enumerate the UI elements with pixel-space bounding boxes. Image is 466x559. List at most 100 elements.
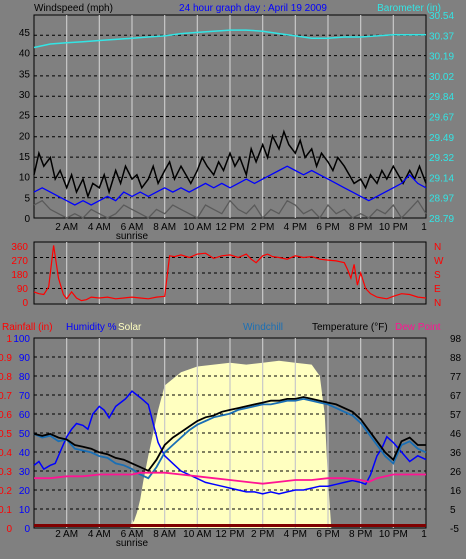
temperature-grid xyxy=(34,338,426,528)
temperature-left-ticks: 10.90.80.70.60.50.40.30.20.1010090807060… xyxy=(0,334,30,535)
wind-right-tick-label: 30.02 xyxy=(429,72,454,83)
barometer-axis-title: Barometer (in) xyxy=(377,3,441,14)
legend-humidity: Humidity % xyxy=(66,322,117,333)
wind-hour-label: 8 AM xyxy=(153,222,176,233)
direction-line xyxy=(33,245,427,302)
temperature-right-tick-label: -5 xyxy=(450,524,459,535)
wind-right-tick-label: 30.37 xyxy=(429,31,454,42)
temperature-hour-label: 6 AM xyxy=(121,529,144,540)
temperature-right-ticks: 98 88 77 67 57 46 36 26 16 5 -5 xyxy=(450,334,462,535)
humidity-left-tick-label: 30 xyxy=(19,467,31,478)
rain-left-tick-label: 0.1 xyxy=(0,505,12,516)
rain-left-tick-label: 0.4 xyxy=(0,448,12,459)
temperature-sunrise-label: sunrise xyxy=(116,538,149,549)
wind-grid xyxy=(34,15,426,218)
wind-right-tick-label: 30.54 xyxy=(429,11,454,22)
wind-left-tick-label: 15 xyxy=(19,152,31,163)
wind-right-tick-label: 28.97 xyxy=(429,194,454,205)
wind-axis-title: Windspeed (mph) xyxy=(34,3,113,14)
rain-left-tick-label: 0.7 xyxy=(0,391,12,402)
humidity-left-tick-label: 50 xyxy=(19,429,31,440)
gust-line xyxy=(33,129,427,199)
wind-right-tick-label: 28.79 xyxy=(429,214,454,225)
direction-right-tick-label: S xyxy=(434,270,441,281)
wind-right-tick-label: 29.84 xyxy=(429,92,454,103)
rain-left-tick-label: 0.9 xyxy=(0,353,12,364)
wind-hour-label: 8 PM xyxy=(349,222,372,233)
humidity-line xyxy=(33,390,427,495)
wind-hour-label: 4 AM xyxy=(88,222,111,233)
humidity-left-tick-label: 70 xyxy=(19,391,31,402)
humidity-left-tick-label: 60 xyxy=(19,410,31,421)
wind-left-tick-label: 45 xyxy=(19,28,31,39)
temperature-right-tick-label: 5 xyxy=(450,505,456,516)
wind-series xyxy=(33,29,427,220)
temperature-right-tick-label: 26 xyxy=(450,467,462,478)
wind-hour-label: 2 PM xyxy=(251,222,274,233)
temperature-end-tick: 1 xyxy=(421,529,427,540)
legend-windchill: Windchill xyxy=(243,322,283,333)
wind-left-tick-label: 35 xyxy=(19,69,31,80)
wind-end-tick: 1 xyxy=(421,222,427,233)
temperature-hour-label: 6 PM xyxy=(316,529,339,540)
humidity-left-tick-label: 0 xyxy=(24,524,30,535)
direction-right-tick-label: N xyxy=(434,242,441,253)
rain-left-tick-label: 0.2 xyxy=(0,486,12,497)
temperature-hour-labels: 2 AM 4 AM 6 AM 8 AM 10 AM 12 PM 2 PM 4 PM 6 PM 8 … xyxy=(55,529,427,549)
legend-dewpoint: Dew Point xyxy=(395,322,441,333)
wind-hour-label: 4 PM xyxy=(284,222,307,233)
humidity-left-tick-label: 80 xyxy=(19,372,31,383)
wind-right-tick-label: 29.67 xyxy=(429,113,454,124)
temperature-right-tick-label: 46 xyxy=(450,429,462,440)
wind-left-tick-label: 25 xyxy=(19,111,31,122)
wind-left-tick-label: 10 xyxy=(19,173,31,184)
direction-right-tick-label: W xyxy=(434,256,444,267)
humidity-left-tick-label: 10 xyxy=(19,505,31,516)
wind-right-tick-label: 29.32 xyxy=(429,153,454,164)
rain-left-tick-label: 0.3 xyxy=(0,467,12,478)
temperature-hour-label: 4 PM xyxy=(284,529,307,540)
wind-hour-label: 6 PM xyxy=(316,222,339,233)
temperature-hour-label: 8 PM xyxy=(349,529,372,540)
temperature-right-tick-label: 16 xyxy=(450,486,462,497)
temperature-right-tick-label: 77 xyxy=(450,372,462,383)
direction-left-tick-label: 180 xyxy=(11,270,28,281)
chart-title: 24 hour graph day : April 19 2009 xyxy=(179,3,327,14)
temperature-hour-label: 10 AM xyxy=(183,529,211,540)
temperature-hour-label: 10 PM xyxy=(379,529,408,540)
rain-left-tick-label: 0 xyxy=(6,524,12,535)
dewpoint-line xyxy=(34,471,426,485)
temperature-hour-label: 4 AM xyxy=(88,529,111,540)
wind-right-tick-label: 29.14 xyxy=(429,173,454,184)
rainfall-bar xyxy=(34,524,426,527)
wind-hour-label: 10 AM xyxy=(183,222,211,233)
wind-left-ticks: 45 40 35 30 25 20 15 10 5 0 xyxy=(19,28,31,225)
rain-left-tick-label: 0.8 xyxy=(0,372,12,383)
rain-left-tick-label: 1 xyxy=(6,334,12,345)
wind-sunrise-label: sunrise xyxy=(116,231,149,242)
legend-solar: Solar xyxy=(118,322,142,333)
wind-left-tick-label: 20 xyxy=(19,131,31,142)
wind-hour-label: 10 PM xyxy=(379,222,408,233)
temperature-right-tick-label: 88 xyxy=(450,353,462,364)
wind-left-tick-label: 5 xyxy=(24,193,30,204)
humidity-left-tick-label: 40 xyxy=(19,448,31,459)
wind-right-tick-label: 30.19 xyxy=(429,52,454,63)
temperature-hour-label: 8 AM xyxy=(153,529,176,540)
wind-hour-label: 6 AM xyxy=(121,222,144,233)
windchill-line xyxy=(33,397,427,480)
temperature-hour-label: 2 AM xyxy=(55,529,78,540)
wind-hour-labels: 2 AM 4 AM 6 AM 8 AM 10 AM 12 PM 2 PM 4 PM 6 PM 8 … xyxy=(55,222,427,242)
direction-left-tick-label: 90 xyxy=(17,284,29,295)
temperature-hour-label: 2 PM xyxy=(251,529,274,540)
temperature-right-tick-label: 98 xyxy=(450,334,462,345)
rain-left-tick-label: 0.6 xyxy=(0,410,12,421)
wind-left-tick-label: 0 xyxy=(24,214,30,225)
low-line xyxy=(33,199,427,220)
direction-left-ticks: 360 270 180 90 0 xyxy=(11,242,28,309)
average-line xyxy=(33,165,427,206)
direction-right-tick-label: N xyxy=(434,298,441,309)
direction-right-tick-label: E xyxy=(434,284,441,295)
